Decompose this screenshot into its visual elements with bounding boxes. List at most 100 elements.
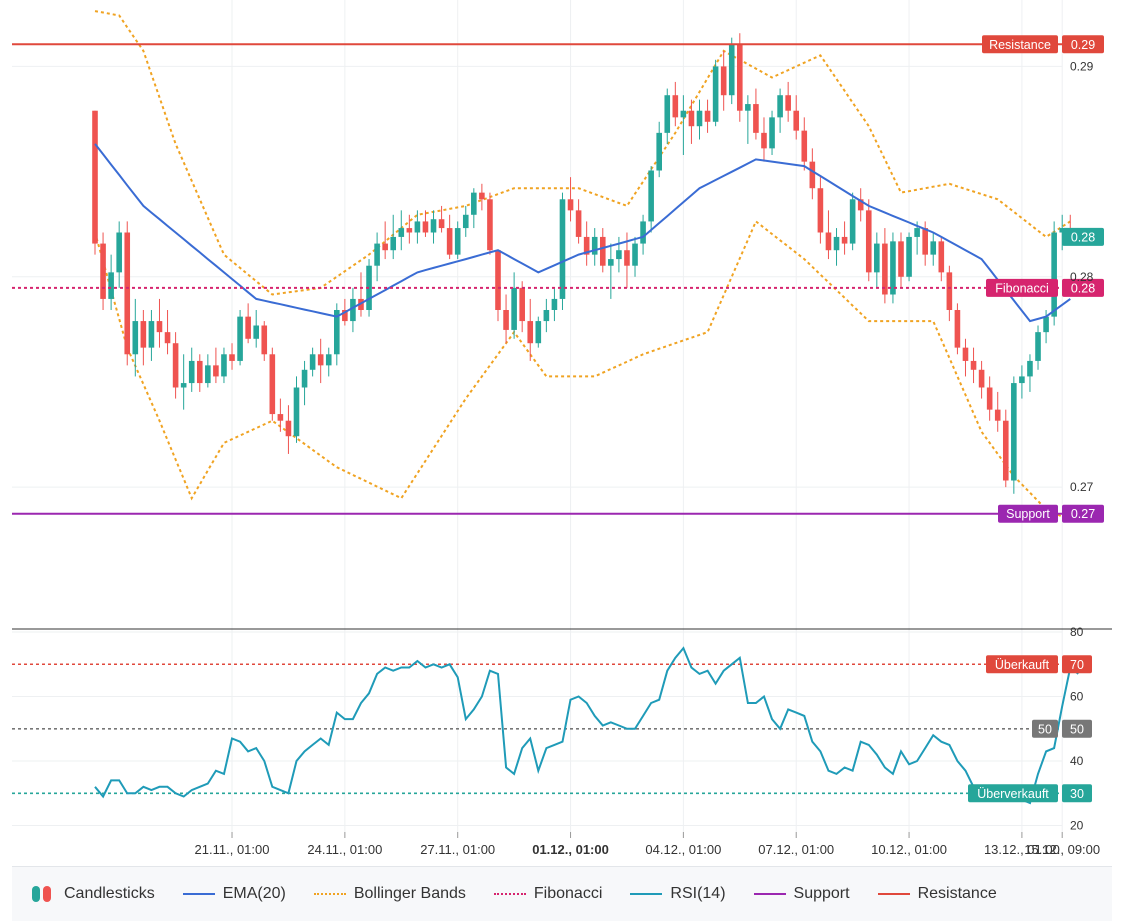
candle-body (761, 132, 767, 149)
legend-item[interactable]: Candlesticks (32, 885, 155, 903)
candle-body (253, 325, 259, 339)
legend-item[interactable]: Resistance (877, 885, 997, 903)
rsi-tick-label: 20 (1070, 819, 1084, 833)
candle-body (769, 117, 775, 149)
x-tick-label: 13.12., 01:00 (984, 842, 1060, 857)
oversold-label: Überverkauft (977, 787, 1049, 801)
candle-body (970, 360, 977, 370)
candle-body (390, 236, 397, 251)
candle-body (156, 321, 163, 333)
candle-body (809, 161, 816, 189)
fibonacci-value-label-bg (1062, 278, 1104, 297)
candle-body (930, 241, 937, 255)
candle-body (519, 287, 525, 322)
ema-20-line (94, 143, 1071, 323)
candle-body (406, 228, 413, 233)
support-label: Support (1006, 507, 1050, 521)
candle-body (559, 199, 566, 299)
candle-body (487, 199, 493, 251)
candle-body (535, 321, 542, 344)
candle-body (414, 221, 421, 233)
candle-body (293, 387, 300, 437)
x-tick-label: 10.12., 01:00 (871, 842, 947, 857)
candle-body (882, 243, 888, 295)
legend-item[interactable]: Bollinger Bands (313, 885, 466, 903)
candle-body (591, 236, 598, 255)
rsi-tick-label: 60 (1070, 690, 1084, 704)
candle-body (221, 354, 227, 377)
candle-body (422, 221, 429, 233)
overbought-label-bg (986, 655, 1058, 674)
candle-body (720, 66, 727, 96)
candle-body (1002, 420, 1009, 481)
candle-body (551, 298, 558, 310)
candle-body (196, 360, 203, 384)
x-tick-label: 04.12., 01:00 (645, 842, 721, 857)
candle-body (462, 214, 469, 229)
legend-item[interactable]: Support (753, 885, 850, 903)
candle-body (817, 188, 824, 233)
legend-item[interactable]: Fibonacci (493, 885, 603, 903)
support-value-label: 0.27 (1071, 507, 1095, 521)
candle-body (785, 95, 791, 111)
legend-label: Support (793, 885, 850, 902)
candle-body (946, 272, 953, 310)
rsi-tick-label: 80 (1070, 625, 1084, 639)
candle-body (583, 236, 590, 255)
candle-body (374, 243, 380, 266)
legend-item[interactable]: RSI(14) (630, 885, 726, 903)
candle-body (269, 354, 276, 415)
candle-body (922, 228, 928, 255)
candle-body (801, 130, 808, 162)
last-price-label-bg (1062, 227, 1104, 246)
candle-body (213, 365, 219, 377)
candle-body (849, 199, 856, 244)
candle-body (188, 360, 195, 384)
candle-body (454, 228, 461, 255)
rsi-line (94, 646, 1079, 805)
oversold-value-label-bg (1062, 784, 1092, 803)
candle-body (164, 332, 171, 344)
candle-body (342, 310, 348, 322)
candle-body (890, 241, 896, 295)
middle-label: 50 (1038, 722, 1052, 736)
candle-body (978, 369, 985, 388)
overbought-value-label: 70 (1070, 658, 1084, 672)
candle-body (648, 170, 654, 222)
candle-body (599, 236, 606, 266)
support-value-label-bg (1062, 504, 1104, 523)
candle-body (567, 199, 574, 211)
candle-body (938, 241, 945, 273)
candle-body (874, 243, 880, 273)
candle-body (180, 383, 187, 388)
price-tick-label: 0.27 (1070, 480, 1094, 494)
candle-body (696, 110, 703, 127)
bollinger-upper-line (94, 10, 1071, 296)
candle-body (317, 354, 324, 366)
candle-body (479, 192, 485, 200)
legend-label: Bollinger Bands (353, 885, 466, 902)
x-tick-label: 27.11., 01:00 (420, 842, 495, 857)
legend-label: Fibonacci (533, 885, 603, 902)
price-tick-label: 0.28 (1070, 270, 1094, 284)
bollinger-lower-line (94, 219, 1071, 522)
candle-body (511, 287, 517, 330)
candle-body (229, 354, 235, 361)
oversold-label-bg (968, 784, 1058, 803)
candle-body (728, 44, 735, 96)
axis-labels: 0.29 0.28 0.27 80 60 40 20 21.11., 01:00 24.11.,… (195, 59, 1101, 857)
candle-body (205, 365, 211, 384)
candle-body (172, 343, 179, 388)
legend-label: EMA(20) (222, 885, 286, 902)
candle-body (825, 232, 832, 251)
candle-body (745, 104, 751, 111)
middle-label-bg (1032, 719, 1058, 738)
candle-body (986, 387, 993, 410)
resistance-value-label: 0.29 (1071, 38, 1095, 52)
legend-item[interactable]: EMA(20) (182, 885, 286, 903)
rsi-panel: Überkauft 70 50 50 Überverkauft 30 (12, 646, 1092, 805)
candle-body (914, 228, 920, 237)
candle-body (438, 219, 445, 229)
bollinger-bands (94, 10, 1071, 522)
